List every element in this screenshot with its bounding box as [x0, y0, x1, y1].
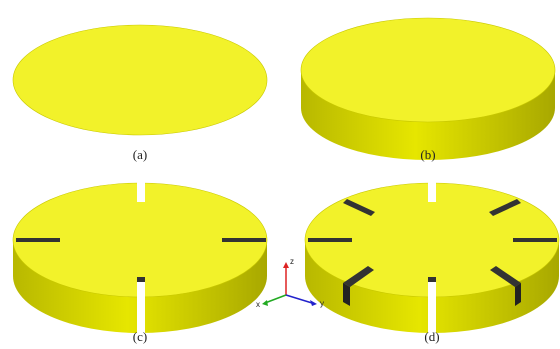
disc-a — [13, 25, 267, 135]
disc-d — [305, 182, 559, 333]
axis-label: z — [290, 257, 294, 266]
axis-label: y — [320, 299, 324, 308]
panel-label: (b) — [420, 147, 435, 162]
axis-label: x — [256, 300, 260, 309]
disc-c — [13, 182, 267, 333]
disc-b — [301, 18, 555, 160]
panel-label: (d) — [424, 329, 439, 344]
panel-label: (a) — [133, 147, 147, 162]
figure: (a) (b) (c) (d) — [0, 0, 560, 349]
panel-label: (c) — [133, 329, 147, 344]
